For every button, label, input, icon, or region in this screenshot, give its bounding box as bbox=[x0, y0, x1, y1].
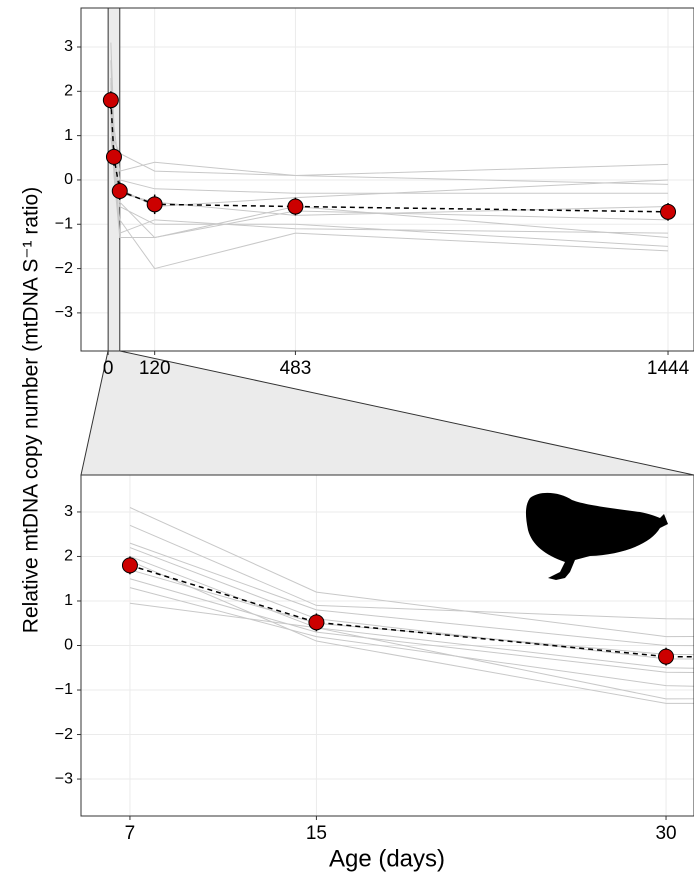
x-tick-label: 30 bbox=[655, 823, 676, 844]
y-tick-label: 2 bbox=[64, 548, 73, 565]
mean-point bbox=[658, 648, 675, 665]
x-tick-label: 120 bbox=[139, 358, 171, 379]
x-tick-label: 7 bbox=[125, 823, 136, 844]
x-tick-label: 1444 bbox=[647, 358, 690, 379]
individual-line bbox=[129, 507, 694, 638]
panel-border bbox=[80, 474, 694, 817]
individual-line bbox=[110, 60, 669, 185]
y-tick-label: −3 bbox=[55, 770, 73, 787]
panel-border bbox=[80, 7, 694, 352]
mean-point bbox=[105, 148, 122, 165]
mean-point bbox=[111, 183, 128, 200]
individual-line bbox=[129, 524, 694, 620]
mean-line bbox=[129, 564, 694, 658]
y-tick-label: 0 bbox=[64, 637, 73, 654]
mean-point bbox=[121, 557, 138, 574]
mean-point bbox=[660, 203, 677, 220]
individual-line bbox=[110, 42, 669, 177]
plot-area bbox=[81, 475, 694, 816]
mean-point bbox=[146, 196, 163, 213]
y-tick-label: −2 bbox=[55, 260, 73, 277]
y-tick-label: −1 bbox=[55, 681, 73, 698]
mean-point bbox=[102, 92, 119, 109]
mean-line bbox=[110, 100, 669, 213]
x-axis-label: Age (days) bbox=[329, 845, 445, 872]
y-axis-label: Relative mtDNA copy number (mtDNA S⁻¹ ra… bbox=[20, 187, 43, 633]
individual-line bbox=[129, 587, 694, 687]
mean-point bbox=[308, 614, 325, 631]
y-tick-label: −1 bbox=[55, 215, 73, 232]
y-tick-label: −2 bbox=[55, 726, 73, 743]
mean-point bbox=[287, 198, 304, 215]
individual-line bbox=[129, 542, 694, 647]
individual-line bbox=[129, 560, 694, 704]
zoom-connector bbox=[80, 350, 694, 476]
x-tick-label: 483 bbox=[280, 358, 312, 379]
bird-silhouette bbox=[525, 492, 668, 580]
y-tick-label: 1 bbox=[64, 592, 73, 609]
x-tick-label: 15 bbox=[306, 823, 327, 844]
y-tick-label: −3 bbox=[55, 304, 73, 321]
individual-line bbox=[129, 602, 694, 700]
individual-line bbox=[129, 555, 694, 669]
individual-line bbox=[129, 547, 694, 660]
panel-top: −3 −2 −1 0 1 2 3 0 120 483 1444 bbox=[55, 7, 694, 379]
y-tick-label: 2 bbox=[64, 83, 73, 100]
y-tick-label: 0 bbox=[64, 171, 73, 188]
y-tick-label: 1 bbox=[64, 127, 73, 144]
y-tick-label: 3 bbox=[64, 38, 73, 55]
individual-line bbox=[129, 569, 694, 656]
y-tick-label: 3 bbox=[64, 503, 73, 520]
x-tick-label: 0 bbox=[103, 358, 114, 379]
plot-area bbox=[81, 8, 694, 351]
